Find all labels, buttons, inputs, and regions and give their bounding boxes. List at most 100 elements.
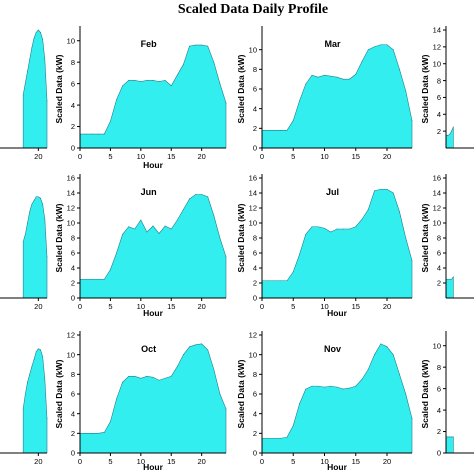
data-point: [29, 59, 31, 60]
data-point: [451, 130, 452, 132]
data-point: [380, 343, 382, 345]
y-tick-label: 4: [253, 264, 257, 273]
x-tick-label: 10: [137, 152, 145, 161]
data-point: [183, 209, 184, 210]
y-tick-label: 4: [71, 101, 75, 110]
y-tick-label: 6: [71, 249, 75, 258]
data-point: [330, 75, 332, 77]
data-point: [46, 100, 48, 102]
y-tick-label: 4: [253, 409, 257, 418]
data-point: [405, 237, 407, 239]
data-point: [42, 39, 44, 40]
data-point: [152, 376, 154, 378]
data-point: [286, 129, 288, 131]
data-point: [37, 196, 39, 198]
data-point: [31, 47, 33, 49]
data-point: [336, 386, 338, 388]
data-point: [170, 375, 172, 377]
panel-5: 20: [0, 196, 48, 311]
data-point: [449, 134, 451, 135]
data-point: [449, 436, 451, 438]
data-point: [292, 271, 294, 273]
panel-6: 0 5 10 15 20 0 2 4 6 8 10 12 14 16 Scaled Data (kW) Hou…: [54, 174, 227, 318]
data-point: [201, 194, 203, 195]
data-point: [449, 278, 451, 280]
y-tick-label: 8: [437, 363, 441, 372]
data-point: [128, 226, 130, 228]
x-axis-title: Hour: [327, 462, 348, 472]
data-point: [447, 436, 449, 438]
data-point: [140, 81, 142, 82]
data-point: [85, 278, 87, 280]
y-axis-title: Scaled Data (kW): [420, 54, 430, 123]
y-tick-label: 10: [433, 341, 441, 350]
data-point: [330, 231, 332, 233]
x-axis-title: Hour: [143, 308, 164, 318]
profile-area: [445, 276, 454, 299]
x-tick-label: 15: [352, 457, 360, 466]
data-point: [152, 225, 154, 227]
y-tick-label: 6: [437, 93, 441, 102]
panel-11: 0 5 10 15 20 0 2 4 6 8 10 12 Scaled Data (kW) Hour Nov: [236, 331, 413, 472]
profile-area: [22, 29, 48, 149]
data-point: [134, 228, 136, 230]
data-point: [164, 225, 166, 227]
data-point: [374, 46, 375, 48]
data-point: [299, 100, 300, 102]
data-point: [380, 44, 382, 46]
data-point: [122, 233, 123, 235]
y-tick-label: 0: [253, 144, 257, 153]
y-tick-label: 2: [253, 279, 257, 288]
data-point: [24, 233, 26, 235]
data-point: [267, 280, 269, 282]
panel-title: Oct: [141, 344, 156, 354]
y-tick-label: 10: [433, 219, 441, 228]
x-tick-label: 20: [383, 302, 391, 311]
data-point: [85, 133, 87, 135]
data-point: [355, 73, 357, 75]
y-tick-label: 6: [253, 390, 257, 399]
data-point: [103, 278, 105, 280]
data-point: [386, 346, 388, 348]
x-tick-label: 5: [108, 152, 112, 161]
data-point: [219, 393, 221, 395]
data-point: [97, 278, 99, 280]
data-point: [46, 418, 48, 419]
data-point: [116, 398, 117, 400]
data-point: [299, 403, 300, 405]
profile-area: [261, 44, 413, 149]
x-tick-label: 5: [108, 302, 112, 311]
data-point: [361, 378, 363, 380]
data-point: [183, 354, 184, 356]
data-point: [91, 133, 93, 135]
data-point: [392, 192, 394, 194]
data-point: [158, 81, 160, 82]
panel-title: Jul: [326, 187, 339, 197]
figure-title: Scaled Data Daily Profile: [178, 2, 328, 17]
data-point: [361, 61, 363, 62]
panel-8: 2 4 6 8 10 12 14 16 Scaled Data (kW): [420, 174, 474, 299]
data-point: [317, 385, 319, 387]
data-point: [355, 385, 357, 387]
y-tick-label: 14: [433, 189, 441, 198]
data-point: [292, 120, 294, 121]
data-point: [451, 278, 452, 280]
data-point: [342, 228, 344, 230]
profile-area: [261, 343, 413, 454]
data-point: [27, 381, 28, 383]
y-tick-label: 10: [249, 219, 257, 228]
panel-9: 20: [0, 348, 48, 466]
y-tick-label: 6: [71, 79, 75, 88]
data-point: [399, 211, 400, 213]
data-point: [40, 197, 41, 199]
data-point: [411, 260, 413, 261]
y-tick-label: 12: [249, 331, 257, 340]
y-tick-label: 10: [433, 59, 441, 68]
data-point: [35, 31, 37, 33]
data-point: [311, 74, 313, 76]
x-tick-label: 10: [320, 152, 328, 161]
data-point: [42, 356, 44, 358]
data-point: [27, 222, 28, 224]
data-point: [336, 228, 338, 230]
